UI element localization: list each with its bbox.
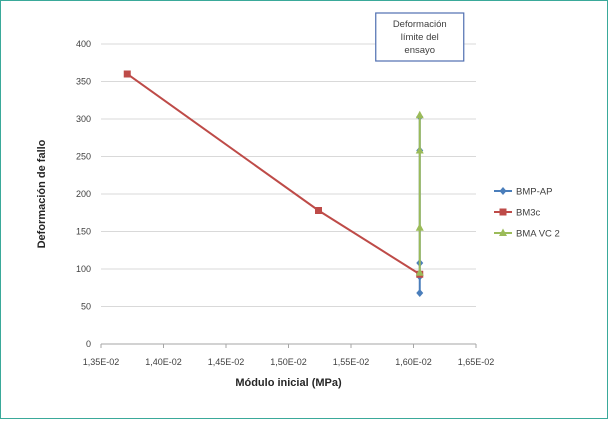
series-bma-vc-2	[415, 110, 424, 276]
data-point	[315, 207, 322, 214]
data-point	[499, 187, 507, 195]
x-tick-label: 1,55E-02	[333, 357, 370, 367]
legend-item: BM3c	[494, 208, 541, 219]
x-tick-label: 1,50E-02	[270, 357, 307, 367]
data-point	[499, 208, 507, 216]
x-axis-title: Módulo inicial (MPa)	[235, 377, 342, 389]
data-point	[415, 268, 424, 276]
series-bm3c	[123, 70, 424, 278]
y-tick-labels: 0 50 100 150 200 250 300 350 400	[76, 39, 91, 349]
x-tick-label: 1,40E-02	[145, 357, 182, 367]
data-point	[416, 289, 424, 297]
annotation-text: Deformación	[393, 19, 447, 30]
x-tick-labels: 1,35E-02 1,40E-02 1,45E-02 1,50E-02 1,55E-02…	[83, 344, 495, 367]
y-tick-label: 0	[86, 339, 91, 349]
y-tick-label: 150	[76, 227, 91, 237]
annotation-box: Deformación límite del ensayo	[375, 12, 465, 62]
y-tick-label: 50	[81, 302, 91, 312]
y-tick-label: 200	[76, 189, 91, 199]
legend-label: BMA VC 2	[516, 229, 560, 240]
data-point	[415, 223, 424, 231]
data-point	[499, 228, 507, 236]
legend-item: BMP-AP	[494, 187, 552, 198]
annotation-text: límite del	[401, 32, 439, 43]
x-tick-label: 1,45E-02	[208, 357, 245, 367]
gridlines	[101, 43, 476, 307]
legend: BMP-AP BM3c BMA VC 2	[494, 187, 560, 240]
series-layer	[123, 70, 424, 297]
x-tick-label: 1,60E-02	[395, 357, 432, 367]
y-tick-label: 300	[76, 114, 91, 124]
data-point	[415, 146, 424, 154]
data-point	[415, 110, 424, 119]
y-tick-label: 350	[76, 77, 91, 87]
x-tick-label: 1,35E-02	[83, 357, 120, 367]
legend-item: BMA VC 2	[494, 228, 560, 240]
x-tick-label: 1,65E-02	[458, 357, 495, 367]
legend-label: BMP-AP	[516, 187, 552, 198]
annotation-text: ensayo	[404, 45, 435, 56]
y-tick-label: 400	[76, 39, 91, 49]
series-line	[126, 73, 421, 276]
y-tick-label: 100	[76, 264, 91, 274]
legend-label: BM3c	[516, 208, 541, 219]
y-axis-title: Deformación de fallo	[36, 139, 48, 248]
data-point	[123, 70, 131, 78]
y-tick-label: 250	[76, 152, 91, 162]
annotation-border	[375, 12, 465, 62]
